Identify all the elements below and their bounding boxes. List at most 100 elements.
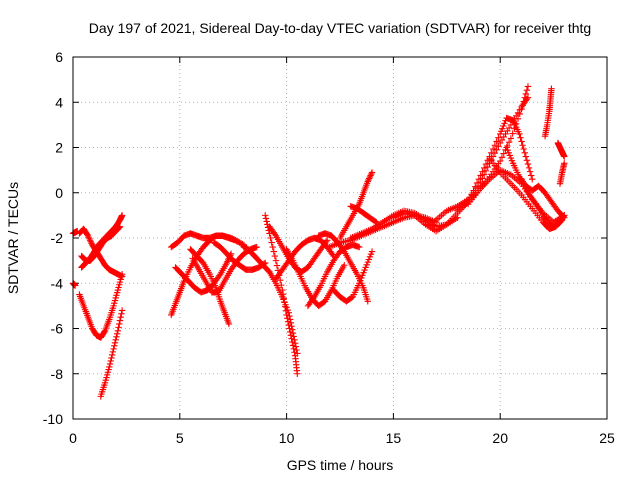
data-point xyxy=(280,295,287,302)
data-point xyxy=(493,138,500,145)
data-point xyxy=(281,303,289,310)
data-point xyxy=(113,333,120,340)
series-arc-af xyxy=(518,175,568,230)
series-arc-ab xyxy=(454,114,536,215)
data-point xyxy=(491,142,499,149)
data-point xyxy=(373,218,380,226)
data-point xyxy=(106,363,113,371)
data-point xyxy=(270,248,277,255)
y-axis-label: SDTVAR / TECUs xyxy=(5,182,21,294)
series-arc-m xyxy=(210,239,269,273)
data-point xyxy=(108,354,115,362)
data-point xyxy=(285,321,292,329)
data-point xyxy=(289,338,296,346)
data-point xyxy=(278,281,285,289)
data-point xyxy=(372,218,379,225)
data-point xyxy=(116,320,123,328)
data-point xyxy=(266,230,273,237)
data-point xyxy=(112,336,119,344)
data-point xyxy=(113,330,121,337)
data-point xyxy=(262,215,270,222)
data-point xyxy=(116,317,124,324)
series-arc-c xyxy=(76,225,126,280)
data-point xyxy=(118,212,126,219)
data-point xyxy=(290,345,297,353)
data-point xyxy=(291,349,298,356)
data-point xyxy=(524,94,532,101)
data-point xyxy=(498,154,506,161)
data-point xyxy=(488,149,495,156)
data-point xyxy=(114,327,122,334)
data-point xyxy=(310,295,317,302)
data-point xyxy=(366,173,374,181)
data-point xyxy=(521,149,528,156)
data-point xyxy=(561,153,568,160)
data-point xyxy=(479,168,486,175)
data-point xyxy=(340,246,347,254)
data-point xyxy=(526,168,534,175)
x-tick-label: 0 xyxy=(69,430,77,446)
data-point xyxy=(232,237,239,244)
series-arc-k xyxy=(187,246,233,328)
data-point xyxy=(523,86,531,94)
data-point xyxy=(294,370,301,377)
data-point xyxy=(527,172,535,179)
data-point xyxy=(548,85,555,92)
data-point xyxy=(216,272,223,279)
data-point xyxy=(115,324,122,331)
data-point xyxy=(482,160,490,168)
data-point xyxy=(536,206,543,213)
data-point xyxy=(115,224,122,232)
data-point xyxy=(516,130,523,138)
series-arc-ag xyxy=(541,85,555,140)
data-point xyxy=(85,234,92,241)
series-arc-y xyxy=(347,203,380,226)
data-point xyxy=(109,348,117,356)
data-point xyxy=(87,238,94,245)
data-point xyxy=(229,235,236,242)
data-point xyxy=(470,187,477,194)
data-point xyxy=(86,235,93,242)
data-point xyxy=(269,243,276,251)
data-point xyxy=(472,183,479,190)
data-point xyxy=(523,157,531,164)
data-points xyxy=(69,83,568,400)
data-point xyxy=(497,157,504,165)
series-arc-q xyxy=(272,234,337,282)
y-tick-label: 6 xyxy=(55,49,63,65)
data-point xyxy=(517,134,524,141)
data-point xyxy=(561,212,568,219)
data-point xyxy=(227,234,235,242)
data-point xyxy=(276,277,284,284)
data-point xyxy=(268,239,275,246)
axis-ticks: 0 5 10 15 20 25 -10 -8 -6 -4 -2 0 2 4 6 xyxy=(43,49,615,446)
series-arc-g xyxy=(97,307,126,400)
data-point xyxy=(288,335,295,342)
data-point xyxy=(495,134,502,141)
data-point xyxy=(475,175,483,183)
series-arc-ah xyxy=(554,139,568,160)
data-point xyxy=(477,172,484,179)
series-arc-o xyxy=(262,212,301,377)
data-point xyxy=(84,232,92,239)
data-point xyxy=(116,224,123,231)
data-point xyxy=(86,237,94,244)
data-point xyxy=(286,325,293,332)
y-tick-label: 4 xyxy=(55,94,63,110)
chart-title: Day 197 of 2021, Sidereal Day-to-day VTE… xyxy=(89,20,591,36)
data-point xyxy=(271,231,279,238)
series-arc-d xyxy=(76,271,126,341)
data-point xyxy=(111,339,119,347)
y-tick-label: -2 xyxy=(51,230,64,246)
x-tick-label: 5 xyxy=(176,430,184,446)
data-point xyxy=(480,164,488,172)
data-point xyxy=(262,212,269,219)
x-axis-label: GPS time / hours xyxy=(287,457,394,473)
data-point xyxy=(281,299,288,306)
data-point xyxy=(116,223,124,230)
data-point xyxy=(289,342,297,349)
plot-frame xyxy=(72,56,608,420)
y-tick-label: -6 xyxy=(51,321,64,337)
data-point xyxy=(106,360,114,368)
data-point xyxy=(524,160,532,168)
